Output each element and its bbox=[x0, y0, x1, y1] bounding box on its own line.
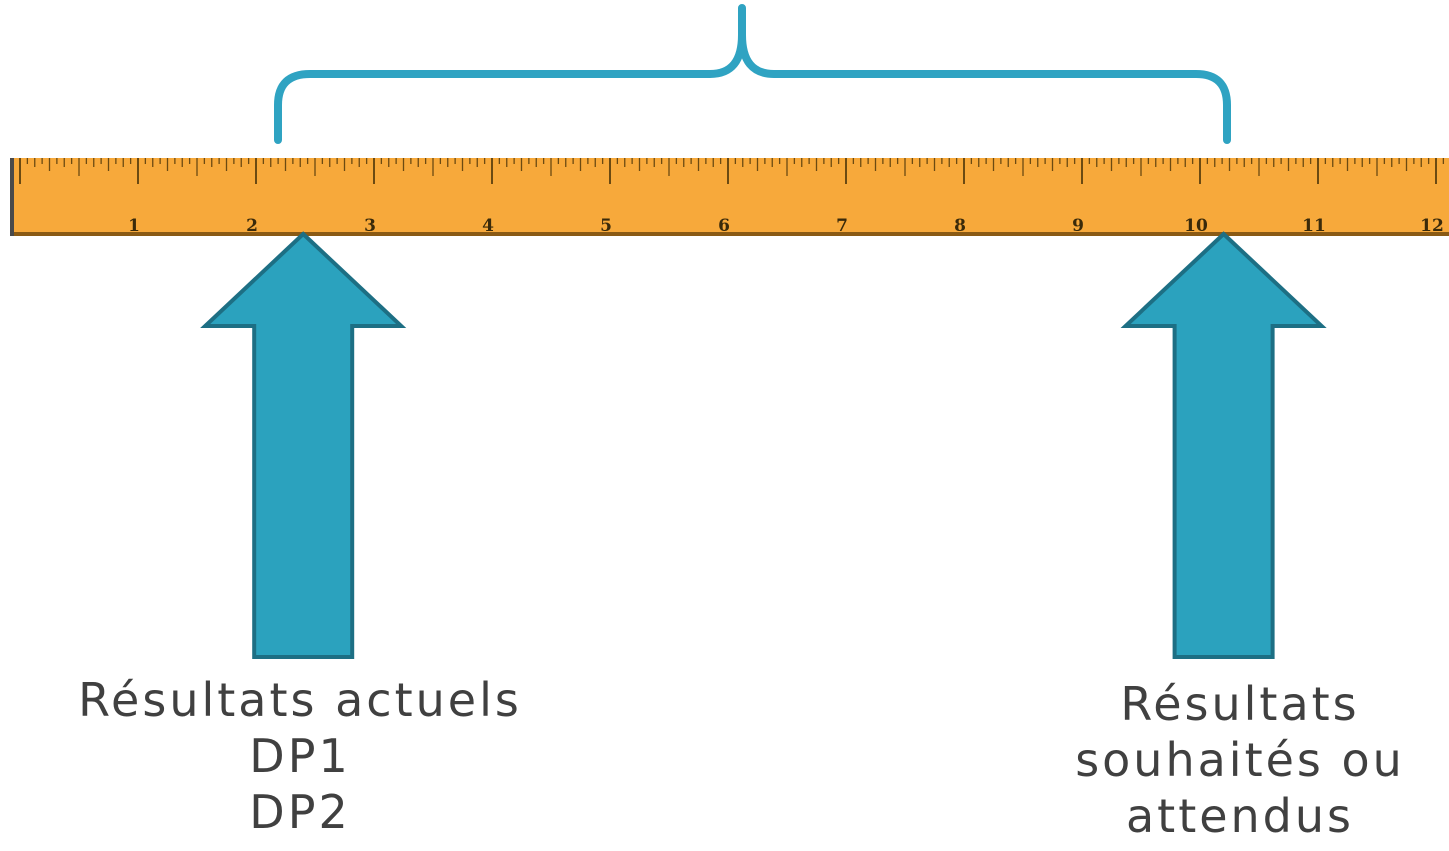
ruler-tick-label: 10 bbox=[1184, 216, 1208, 236]
desired-results-label-2: souhaités ou bbox=[1075, 733, 1405, 787]
ruler-tick-label: 7 bbox=[836, 216, 848, 236]
ruler-tick-label: 4 bbox=[482, 216, 494, 236]
ruler-tick-label: 8 bbox=[954, 216, 966, 236]
ruler-tick-label: 12 bbox=[1420, 216, 1444, 236]
ruler-tick-label: 9 bbox=[1072, 216, 1084, 236]
ruler-tick-label: 11 bbox=[1302, 216, 1326, 236]
gap-brace bbox=[274, 4, 1231, 144]
current-results-dp2: DP2 bbox=[249, 785, 351, 839]
current-results-arrow-icon bbox=[200, 231, 407, 659]
desired-results-caption: Résultats souhaités ou attendus bbox=[1025, 676, 1449, 844]
ruler-tick-label: 6 bbox=[718, 216, 730, 236]
ruler-body bbox=[12, 158, 1449, 236]
ruler-tick-label: 5 bbox=[600, 216, 612, 236]
current-results-dp1: DP1 bbox=[249, 729, 351, 783]
desired-results-label: Résultats bbox=[1120, 677, 1360, 731]
ruler-tick-label: 2 bbox=[246, 216, 258, 236]
ruler-left-edge bbox=[10, 158, 14, 236]
ruler-tick-label: 1 bbox=[128, 216, 140, 236]
current-results-label: Résultats actuels bbox=[78, 673, 522, 727]
ruler-shadow bbox=[12, 232, 1449, 236]
ruler-tick-labels: 1 2 3 4 5 6 7 8 9 10 11 12 bbox=[128, 216, 1444, 236]
ruler-tick-label: 3 bbox=[364, 216, 376, 236]
ruler: 1 2 3 4 5 6 7 8 9 10 11 12 bbox=[10, 158, 1449, 236]
desired-results-arrow-icon bbox=[1120, 231, 1327, 659]
ruler-ticks bbox=[19, 158, 1445, 184]
current-results-caption: Résultats actuels DP1 DP2 bbox=[20, 672, 580, 840]
gap-brace-icon bbox=[274, 4, 1231, 144]
desired-results-label-3: attendus bbox=[1125, 789, 1355, 843]
markers bbox=[200, 231, 1327, 659]
